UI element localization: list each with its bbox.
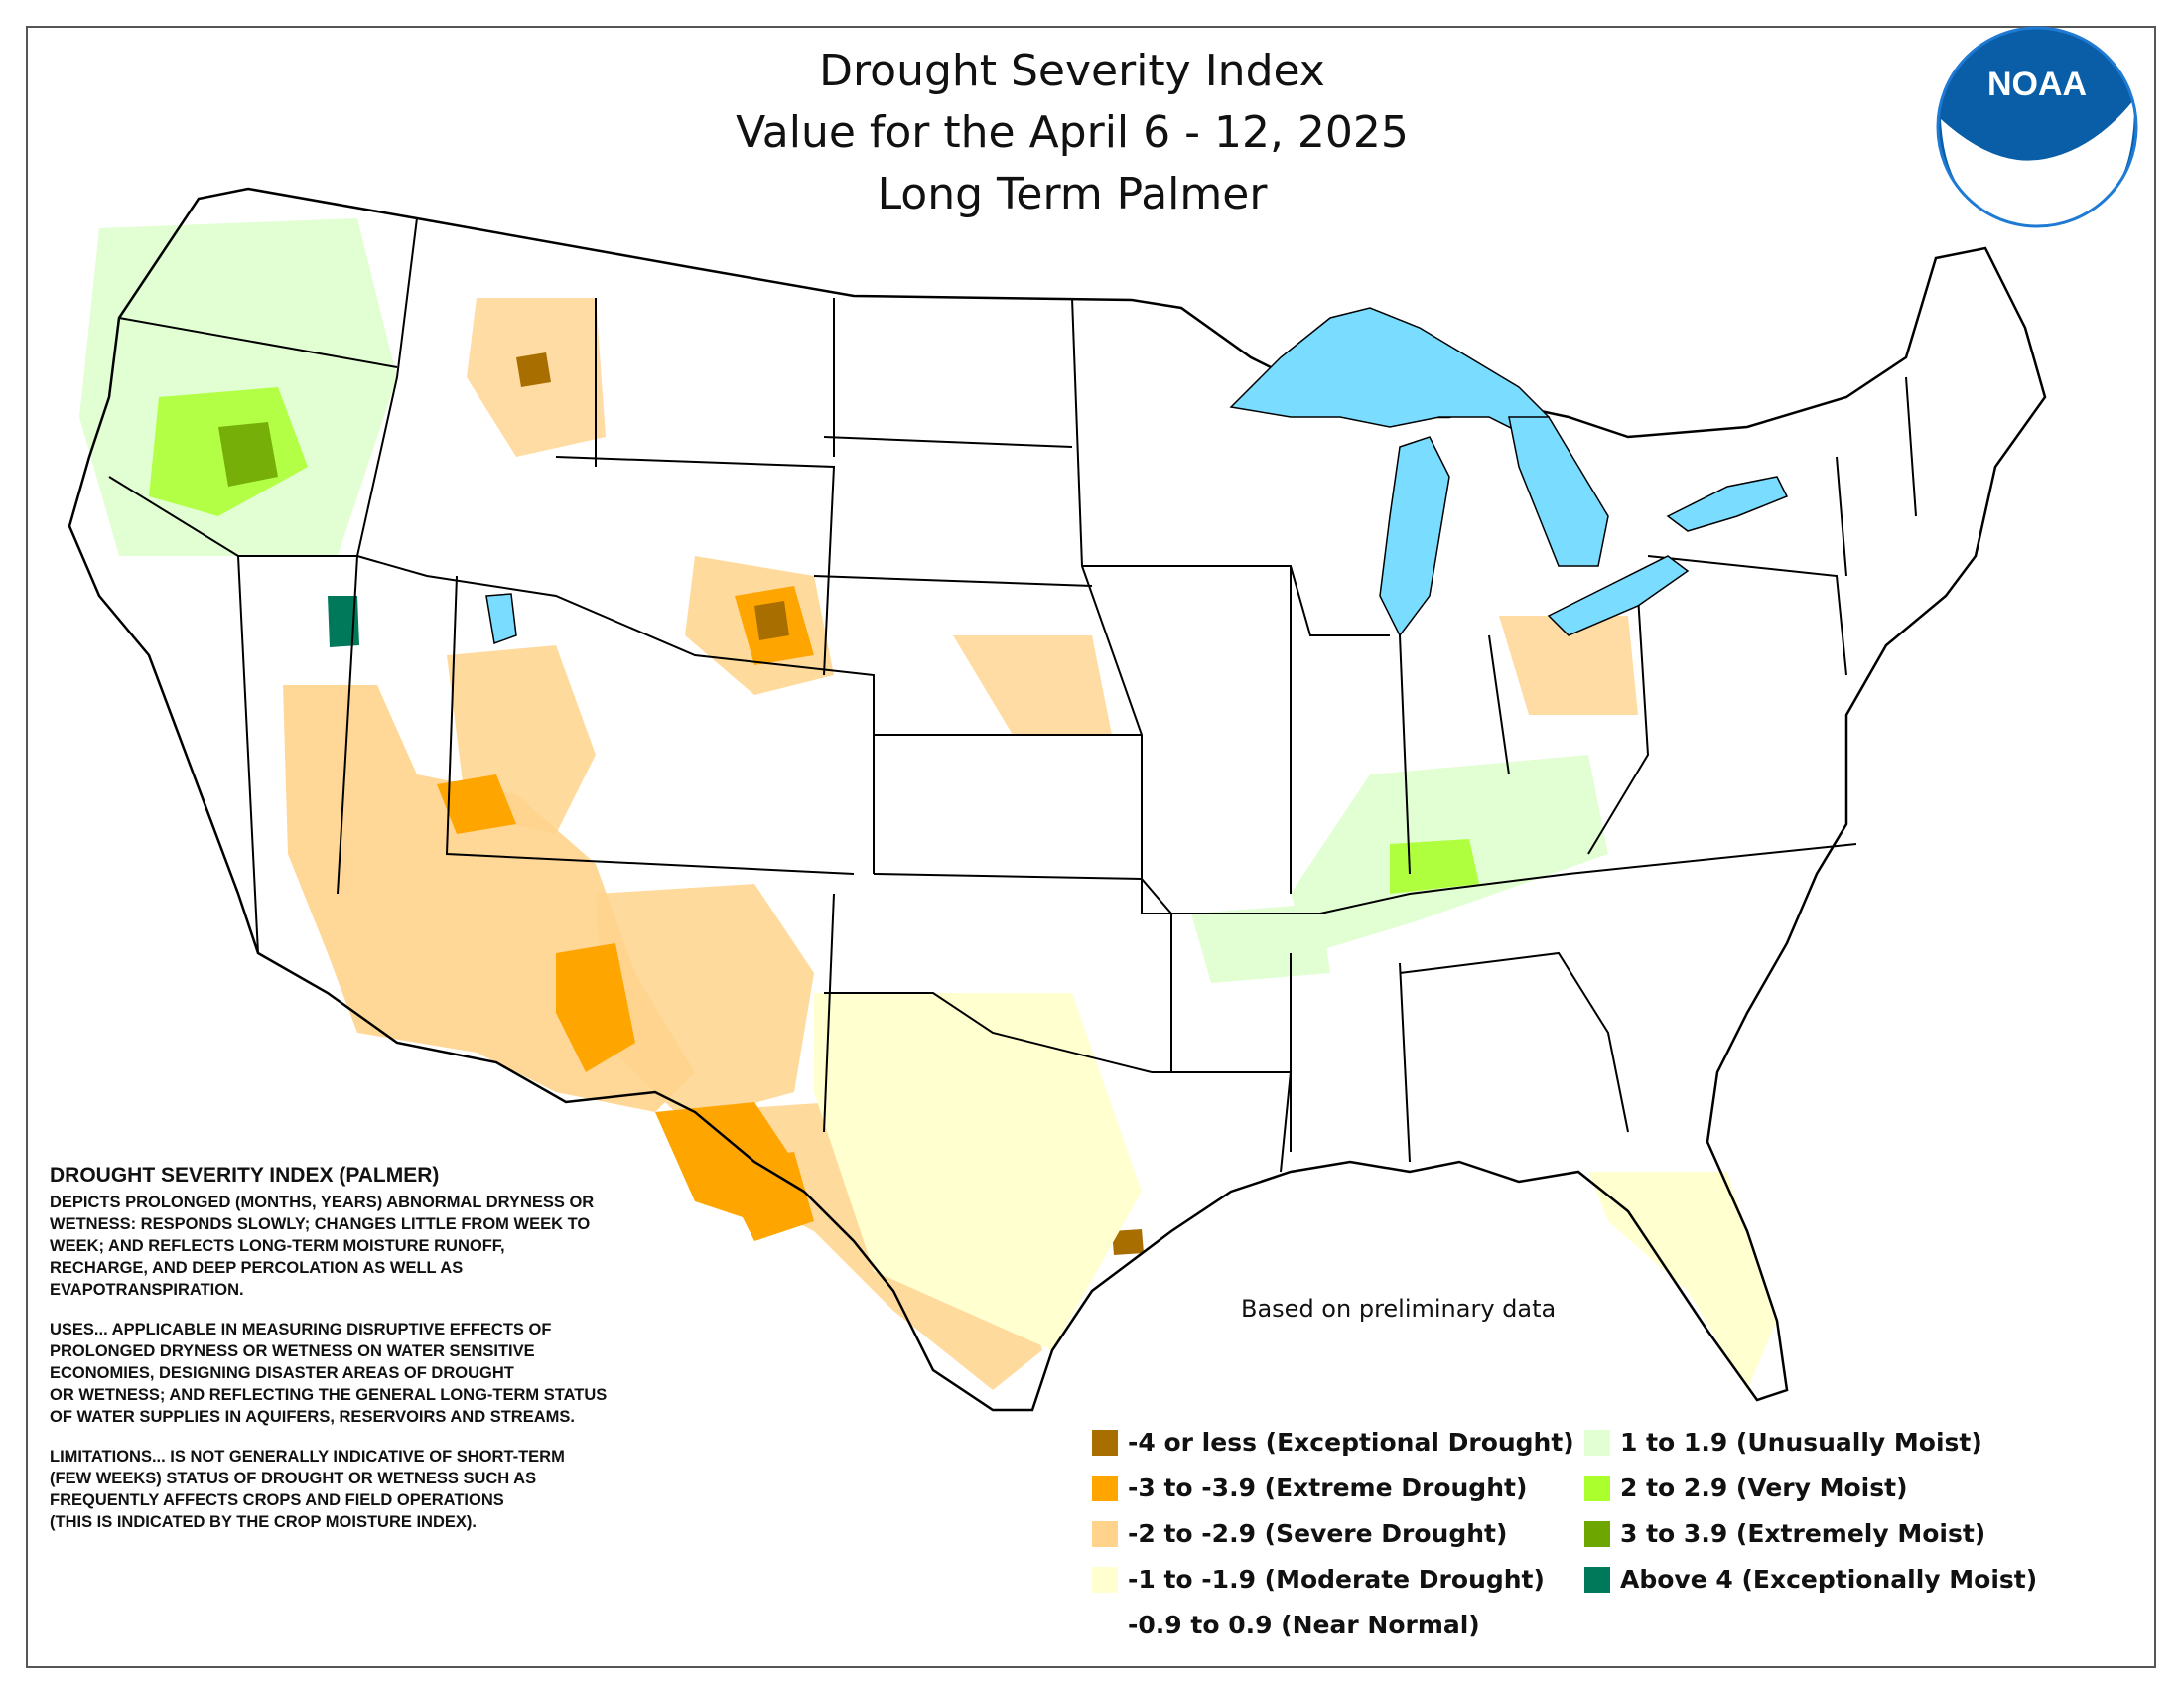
patch-arkansas-moist [1191,904,1330,983]
preliminary-note: Based on preliminary data [1241,1295,1557,1323]
patch-montana-exceptional [516,352,551,387]
us-outline [68,187,2047,1412]
great-salt-lake [485,593,517,645]
legend-label: 2 to 2.9 (Very Moist) [1620,1474,1908,1502]
patch-florida-moderate [1588,1172,1777,1390]
lake-michigan [1379,436,1450,637]
legend-label: 3 to 3.9 (Extremely Moist) [1620,1519,1986,1548]
noaa-logo-bird [1941,99,2135,227]
patch-pnw-moist [79,218,397,556]
patch-utah-extreme [437,774,516,834]
legend-swatch [1092,1475,1118,1501]
legend-swatch [1584,1566,1610,1593]
description-heading: DROUGHT SEVERITY INDEX (PALMER) [50,1164,440,1187]
state-boundaries [108,217,1917,1173]
legend-swatch [1584,1520,1610,1547]
legend-label: 1 to 1.9 (Unusually Moist) [1620,1428,1982,1457]
limitations-paragraph: LIMITATIONS... IS NOT GENERALLY INDICATI… [50,1448,565,1531]
legend-item: -2 to -2.9 (Severe Drought) [1092,1519,1507,1548]
legend-label: -3 to -3.9 (Extreme Drought) [1128,1474,1528,1502]
legend-swatch [1584,1475,1610,1501]
patch-arizona-extreme [556,943,635,1072]
drought-shading [79,218,1777,1390]
patch-texas-exceptional [1112,1229,1144,1255]
legend: -4 or less (Exceptional Drought) -3 to -… [1092,1428,2164,1656]
legend-swatch [1092,1429,1118,1456]
legend-item: 1 to 1.9 (Unusually Moist) [1584,1428,1982,1457]
legend-label: -0.9 to 0.9 (Near Normal) [1128,1611,1480,1639]
legend-label: -2 to -2.9 (Severe Drought) [1128,1519,1508,1548]
map-title: Drought Severity Index [819,46,1325,96]
patch-texas-extreme [715,1152,814,1241]
patch-nevada-exceptionally-moist [328,596,359,647]
great-lakes [485,307,1789,645]
legend-label: -1 to -1.9 (Moderate Drought) [1128,1565,1545,1594]
patch-texas-moderate [814,993,1142,1350]
legend-item: 3 to 3.9 (Extremely Moist) [1584,1519,1985,1548]
noaa-logo-text: NOAA [1987,66,2087,103]
legend-item: -1 to -1.9 (Moderate Drought) [1092,1565,1545,1594]
index-description: DROUGHT SEVERITY INDEX (PALMER) DEPICTS … [50,1164,725,1551]
description-paragraph: DEPICTS PROLONGED (MONTHS, YEARS) ABNORM… [50,1194,595,1299]
legend-swatch [1092,1613,1118,1638]
legend-item: -0.9 to 0.9 (Near Normal) [1092,1611,1480,1639]
uses-paragraph: USES... APPLICABLE IN MEASURING DISRUPTI… [50,1321,608,1426]
lake-superior [1229,307,1551,438]
map-subtitle-index: Long Term Palmer [877,169,1268,219]
patch-wyoming-exceptional [754,601,789,640]
lake-ontario [1666,476,1789,532]
legend-label: Above 4 (Exceptionally Moist) [1620,1565,2038,1594]
legend-item: -3 to -3.9 (Extreme Drought) [1092,1474,1527,1502]
patch-oregon-extremely-moist [218,422,278,487]
legend-swatch [1584,1429,1610,1456]
legend-item: 2 to 2.9 (Very Moist) [1584,1474,1908,1502]
patch-nm-severe [596,884,814,1122]
legend-swatch [1092,1566,1118,1593]
lake-huron [1508,416,1609,567]
noaa-logo: NOAA [1936,26,2138,228]
patch-nebraska-severe [953,635,1112,735]
legend-label: -4 or less (Exceptional Drought) [1128,1428,1574,1457]
lake-erie [1547,555,1690,636]
legend-swatch [1092,1520,1118,1547]
map-subtitle-dates: Value for the April 6 - 12, 2025 [736,107,1409,158]
legend-item: -4 or less (Exceptional Drought) [1092,1428,1574,1457]
patch-tennessee-verymoist [1390,839,1479,894]
legend-item: Above 4 (Exceptionally Moist) [1584,1565,2037,1594]
patch-ohio-severe [1499,616,1638,715]
